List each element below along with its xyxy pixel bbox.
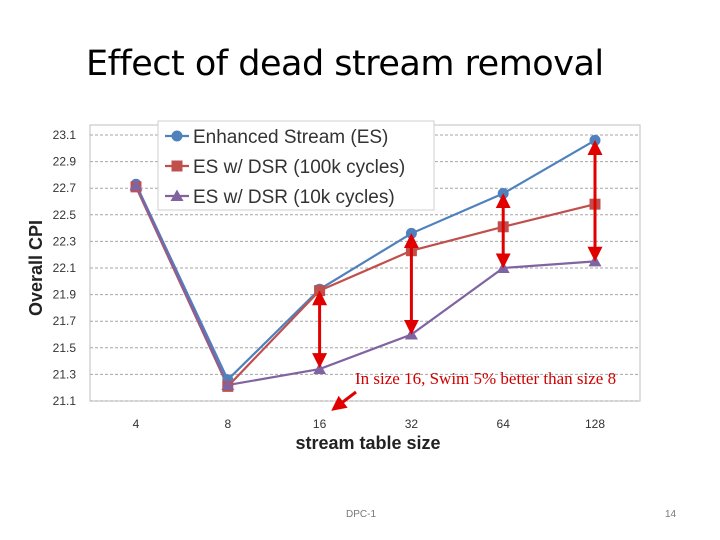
y-tick-label: 21.5 (53, 341, 77, 355)
y-tick-label: 22.7 (53, 181, 77, 195)
y-tick-label: 22.1 (53, 261, 77, 275)
footer-label: DPC-1 (346, 509, 377, 520)
slide-title: Effect of dead stream removal (86, 44, 604, 84)
annotation-pointer-arrow (331, 390, 357, 411)
data-point-triangle (129, 179, 143, 191)
y-tick-label: 22.5 (53, 208, 77, 222)
x-tick-label: 128 (585, 417, 605, 431)
y-axis-label: Overall CPI (26, 220, 46, 316)
annotation-text: In size 16, Swim 5% better than size 8 (355, 369, 617, 388)
data-point-triangle (313, 362, 327, 375)
legend-box (157, 120, 435, 211)
legend-swatch-marker (171, 160, 183, 172)
series-line-1 (135, 186, 596, 389)
series-line-2 (135, 185, 596, 387)
x-tick-label: 64 (497, 417, 511, 431)
y-tick-label: 22.9 (53, 155, 77, 169)
legend-entry: ES w/ DSR (10k cycles) (193, 187, 395, 208)
x-tick-label: 32 (405, 417, 419, 431)
x-tick-label: 16 (313, 417, 327, 431)
legend-entry: Enhanced Stream (ES) (193, 127, 388, 148)
y-tick-label: 21.3 (53, 367, 77, 381)
legend-entry: ES w/ DSR (100k cycles) (193, 157, 405, 178)
y-tick-label: 21.7 (53, 314, 77, 328)
y-tick-label: 22.3 (53, 234, 77, 248)
x-tick-label: 8 (224, 417, 231, 431)
legend-swatch-marker (171, 130, 183, 142)
page-number: 14 (665, 509, 677, 520)
x-axis-label: stream table size (295, 433, 440, 453)
y-tick-label: 23.1 (53, 128, 77, 142)
y-tick-label: 21.9 (53, 288, 77, 302)
y-tick-label: 21.1 (53, 394, 77, 408)
data-point-triangle (221, 378, 235, 391)
legend-swatch-marker (170, 189, 184, 201)
x-tick-label: 4 (133, 417, 140, 431)
series-line-0 (135, 139, 596, 382)
